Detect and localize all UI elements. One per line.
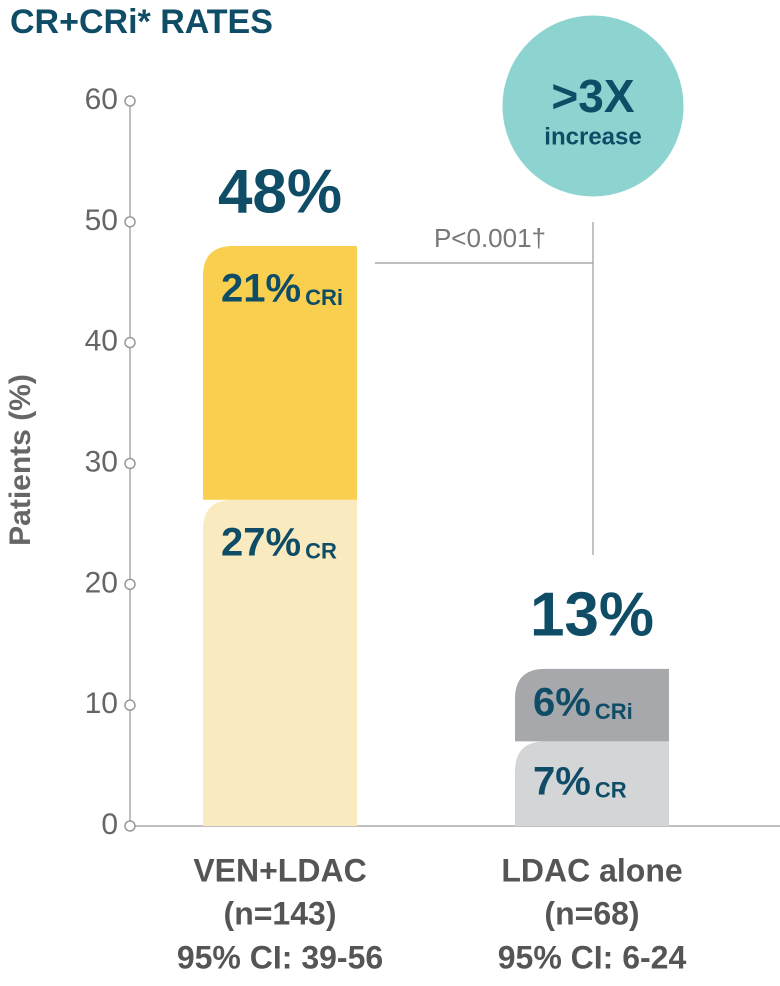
series-label: CR (305, 539, 337, 564)
tick-mark (124, 578, 136, 591)
total-label: 48% (218, 157, 342, 226)
bar-segment (203, 246, 357, 500)
tick-mark (124, 95, 136, 107)
value-label: 6% (533, 681, 591, 725)
badge-headline: >3X (551, 70, 634, 122)
tick-mark (124, 457, 136, 470)
y-tick-label: 20 (85, 566, 118, 599)
p-value: P<0.001† (434, 223, 546, 253)
bar-segment (515, 741, 669, 826)
tick-mark (124, 699, 136, 711)
y-tick-label: 50 (85, 204, 118, 237)
badge (499, 12, 687, 200)
category-ci: 95% CI: 39-56 (177, 939, 383, 975)
series-label: CR (595, 778, 627, 803)
category-label: VEN+LDAC (193, 852, 366, 888)
bar-segment (515, 668, 669, 742)
tick-mark (124, 336, 136, 349)
total-label: 13% (530, 580, 654, 649)
y-tick-label: 0 (101, 808, 118, 841)
badge-text: increase (544, 123, 641, 150)
series-label: CRi (305, 285, 343, 310)
y-tick-label: 30 (85, 445, 118, 478)
y-tick-label: 60 (85, 83, 118, 116)
value-label: 7% (533, 759, 591, 803)
y-tick-label: 40 (85, 325, 118, 358)
series-label: CRi (595, 699, 633, 724)
value-label: 21% (221, 267, 301, 311)
tick-mark (124, 216, 136, 228)
category-n: (n=143) (224, 895, 337, 931)
chart-title: CR+CRi* RATES (10, 3, 273, 41)
value-label: 27% (221, 520, 301, 564)
category-ci: 95% CI: 6-24 (498, 939, 687, 975)
bar-segment (203, 499, 357, 826)
category-label: LDAC alone (501, 852, 682, 888)
tick-mark (124, 820, 136, 832)
y-tick-label: 10 (85, 687, 118, 720)
y-axis-title: Patients (%) (4, 374, 37, 546)
category-n: (n=68) (544, 895, 639, 931)
